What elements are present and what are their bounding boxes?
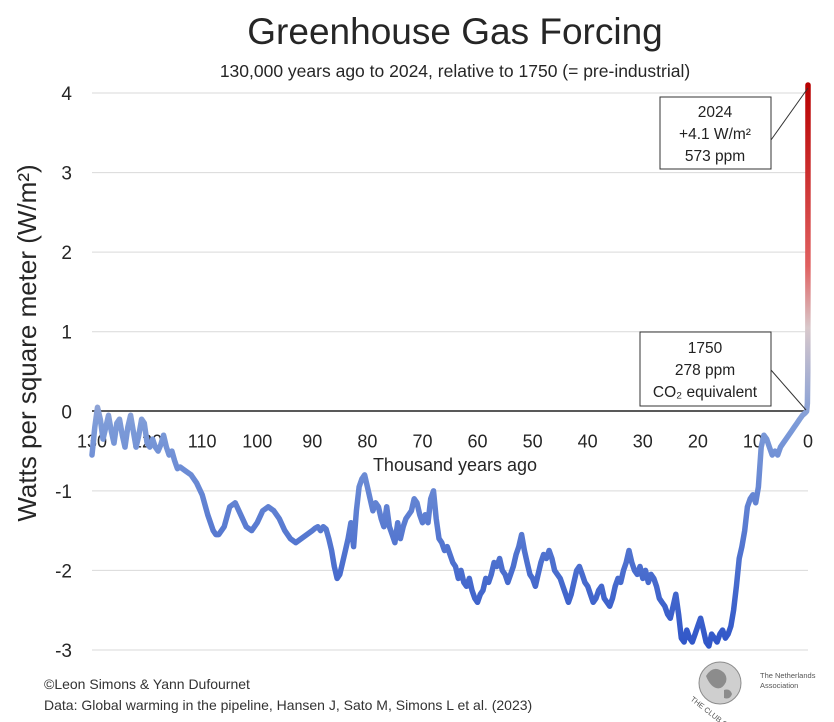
x-tick-label: 80: [357, 431, 377, 451]
x-tick-label: 10: [743, 431, 763, 451]
y-tick-label: 2: [61, 243, 72, 264]
credit-authors: ©Leon Simons & Yann Dufournet: [44, 676, 250, 692]
callout-box-2024: [659, 96, 772, 170]
y-tick-label: -3: [55, 641, 72, 662]
callout-2024-year: 2024: [698, 104, 733, 121]
y-tick-label: 3: [61, 164, 72, 185]
chart-title: Greenhouse Gas Forcing: [247, 11, 662, 52]
chart-subtitle: 130,000 years ago to 2024, relative to 1…: [220, 61, 690, 81]
logo-assoc-line1: The Netherlands: [760, 671, 816, 680]
callout-line-2024: [770, 87, 809, 141]
x-tick-label: 100: [242, 431, 272, 451]
y-axis-label: Watts per square meter (W/m²): [12, 164, 42, 521]
gridlines: [92, 92, 808, 651]
x-tick-label: 50: [523, 431, 543, 451]
x-axis-label: Thousand years ago: [373, 455, 537, 475]
x-tick-label: 30: [633, 431, 653, 451]
callout-1750-note: CO₂ equivalent: [653, 384, 758, 401]
callout-2024-value: +4.1 W/m²: [679, 126, 751, 143]
callout-1750-year: 1750: [688, 340, 723, 357]
callout-2024-ppm: 573 ppm: [685, 148, 745, 165]
x-tick-label: 90: [302, 431, 322, 451]
x-tick-label: 0: [803, 431, 813, 451]
continents-icon: [706, 668, 732, 699]
logo-assoc-line2: Association: [760, 681, 798, 690]
y-tick-labels: 4 3 2 1 0 -1 -2 -3: [55, 84, 72, 662]
x-tick-label: 40: [578, 431, 598, 451]
x-tick-labels: 130 120 110 100 90 80 70 60 50 40 30 20 10 0: [77, 431, 813, 451]
club-of-rome-logo: THE CLUB OF ROME The Netherlands Associa…: [689, 661, 816, 722]
x-tick-label: 110: [188, 431, 217, 451]
y-tick-label: 1: [61, 323, 72, 344]
y-tick-label: 0: [61, 402, 72, 423]
y-tick-label: 4: [61, 84, 72, 105]
y-tick-label: -2: [55, 561, 72, 582]
x-tick-label: 60: [468, 431, 488, 451]
y-tick-label: -1: [55, 482, 72, 503]
forcing-line: [89, 82, 811, 649]
callout-1750-ppm: 278 ppm: [675, 362, 735, 379]
credit-data-source: Data: Global warming in the pipeline, Ha…: [44, 697, 532, 713]
callout-line-1750: [770, 369, 807, 411]
x-tick-label: 70: [412, 431, 432, 451]
callout-box-1750: [639, 331, 772, 407]
x-tick-label: 20: [688, 431, 708, 451]
